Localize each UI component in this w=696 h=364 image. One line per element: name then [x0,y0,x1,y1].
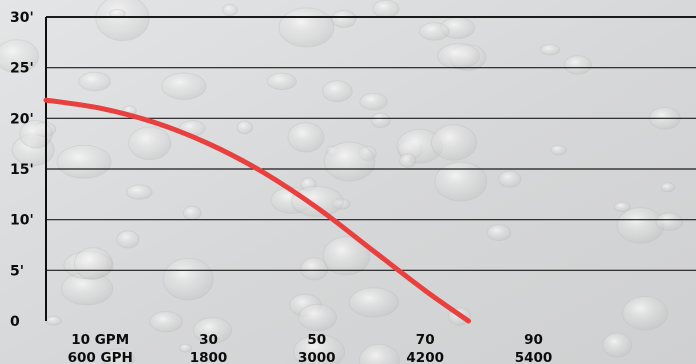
water-drop [437,43,481,70]
water-drop [56,144,112,179]
y-tick-label-20: 20' [10,111,34,127]
x-axis-ticks: 10 GPM 600 GPH 30 1800 50 3000 70 4200 90 5400 [68,332,553,364]
water-drop [161,72,207,100]
curve-layer [43,97,471,324]
water-drop [655,212,684,231]
water-drop [293,334,346,364]
water-drop [266,72,297,91]
water-drop [236,120,254,135]
grid-lines [46,16,696,271]
x-tick-gpm-70: 70 [416,332,435,348]
water-drop [78,71,112,92]
water-drop [498,170,522,188]
water-drop [149,311,184,333]
x-tick-gpm-90: 90 [524,332,543,348]
x-tick-gph-90: 5400 [515,350,553,364]
water-drop [660,182,676,193]
water-drop [178,343,193,353]
water-drop [431,124,477,161]
water-drop [222,3,238,17]
water-drop [73,247,113,280]
water-drop [399,153,417,168]
water-drop [95,0,150,42]
water-drop [622,296,668,331]
y-tick-label-30: 30' [10,10,34,26]
pump-curve-series-0 [43,97,471,324]
water-drop [359,92,388,111]
water-drop [125,184,153,200]
water-drop [372,0,400,18]
water-drop [192,317,233,344]
water-drop [300,257,329,281]
x-tick-gph-10: 600 GPH [68,350,133,364]
water-drop [162,257,214,301]
water-drop [19,120,53,149]
water-drop [602,332,633,358]
y-tick-label-0: 0 [10,314,20,330]
y-tick-label-25: 25' [10,61,34,77]
y-tick-label-15: 15' [10,162,34,178]
water-drop [298,303,338,332]
water-drop [370,112,391,129]
y-tick-label-10: 10' [10,213,34,229]
y-axis-ticks: 0 5' 10' 15' 20' 25' 30' [10,10,34,330]
water-drop [486,224,512,241]
water-drop [0,39,40,74]
water-drop [287,122,325,153]
water-drop [322,80,353,103]
x-tick-gpm-10: 10 GPM [71,332,129,348]
x-tick-gph-50: 3000 [298,350,336,364]
x-tick-gpm-50: 50 [307,332,326,348]
x-tick-gph-70: 4200 [406,350,444,364]
water-drop [540,43,561,56]
water-drop [322,236,371,276]
water-drop [563,55,592,75]
water-drop [434,161,488,202]
water-drop [418,22,450,41]
x-tick-gph-30: 1800 [190,350,228,364]
water-drop [45,315,63,326]
water-drop [331,9,357,28]
y-tick-label-5: 5' [10,263,24,279]
water-drop [182,205,202,221]
water-drop [323,141,376,182]
water-drop [278,7,335,48]
water-drop [613,201,631,213]
water-drop [550,144,567,156]
water-drop [291,185,344,217]
water-drop [102,348,135,364]
water-drop [358,343,400,364]
water-drop [128,126,172,161]
water-drop [348,287,399,318]
x-tick-gpm-30: 30 [199,332,218,348]
water-drop [116,230,140,249]
